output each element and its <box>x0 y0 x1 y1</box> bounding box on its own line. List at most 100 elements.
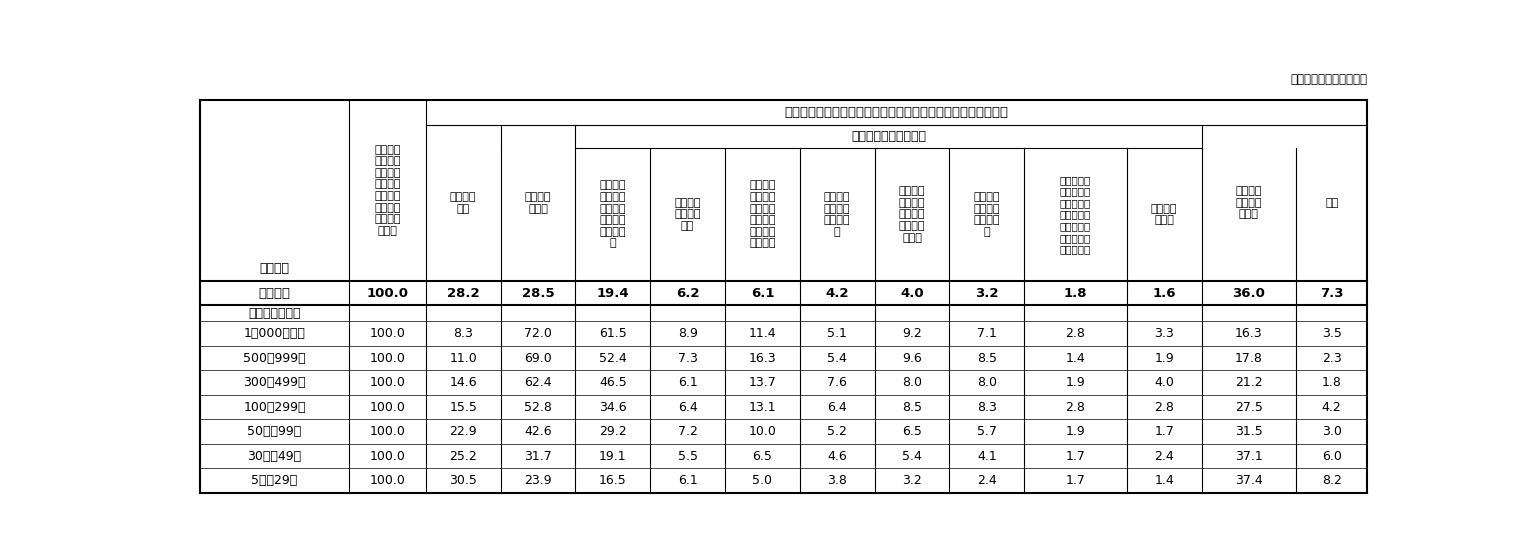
Text: 9.6: 9.6 <box>903 352 922 364</box>
Text: 6.5: 6.5 <box>903 425 922 438</box>
Text: 3.0: 3.0 <box>1321 425 1341 438</box>
Text: 30～　49人: 30～ 49人 <box>248 449 301 463</box>
Text: 100～299人: 100～299人 <box>244 401 306 414</box>
Text: 11.0: 11.0 <box>449 352 476 364</box>
Text: 5.1: 5.1 <box>828 327 848 340</box>
Text: 13.7: 13.7 <box>749 376 776 389</box>
Text: 8.3: 8.3 <box>454 327 473 340</box>
Text: 8.3: 8.3 <box>977 401 997 414</box>
Text: 34.6: 34.6 <box>600 401 627 414</box>
Text: 1.9: 1.9 <box>1065 376 1085 389</box>
Text: 22.9: 22.9 <box>449 425 476 438</box>
Text: 100.0: 100.0 <box>370 449 405 463</box>
Text: 5.4: 5.4 <box>828 352 848 364</box>
Text: 28.2: 28.2 <box>447 287 479 300</box>
Text: 100.0: 100.0 <box>370 474 405 487</box>
Text: 見直しを
行った: 見直しを 行った <box>525 192 551 214</box>
Text: 5～　29人: 5～ 29人 <box>251 474 298 487</box>
Text: 正社員の
待遇の見
直し: 正社員の 待遇の見 直し <box>674 198 700 231</box>
Text: 52.8: 52.8 <box>524 401 552 414</box>
Text: 7.6: 7.6 <box>828 376 848 389</box>
Text: 11.4: 11.4 <box>749 327 776 340</box>
Text: 4.0: 4.0 <box>900 287 924 300</box>
Text: 31.5: 31.5 <box>1234 425 1263 438</box>
Text: 1.8: 1.8 <box>1064 287 1087 300</box>
Text: 「不合理な待遇差の禁止」の規定に対応するための見直し状況: 「不合理な待遇差の禁止」の規定に対応するための見直し状況 <box>785 106 1009 119</box>
Text: 31.7: 31.7 <box>524 449 552 463</box>
Text: 15.5: 15.5 <box>449 401 476 414</box>
Text: 19.1: 19.1 <box>600 449 627 463</box>
Text: 5.5: 5.5 <box>677 449 697 463</box>
Text: 500～999人: 500～999人 <box>244 352 306 364</box>
Text: 4.6: 4.6 <box>828 449 848 463</box>
Text: 16.3: 16.3 <box>749 352 776 364</box>
Text: 1.7: 1.7 <box>1065 449 1085 463</box>
Text: 62.4: 62.4 <box>524 376 552 389</box>
Text: 2.8: 2.8 <box>1065 327 1085 340</box>
Text: 1.9: 1.9 <box>1065 425 1085 438</box>
Text: 5.4: 5.4 <box>903 449 922 463</box>
Text: 37.4: 37.4 <box>1234 474 1263 487</box>
Text: 100.0: 100.0 <box>367 287 408 300</box>
Text: 4.2: 4.2 <box>1321 401 1341 414</box>
Text: 6.1: 6.1 <box>677 376 697 389</box>
Text: パートタイ
ム・有期雇
用労働者の
活用を縮小
（外注化、
機械化、自
動化など）: パートタイ ム・有期雇 用労働者の 活用を縮小 （外注化、 機械化、自 動化など… <box>1059 175 1091 254</box>
Text: 8.5: 8.5 <box>977 352 997 364</box>
Text: 2.4: 2.4 <box>1154 449 1173 463</box>
Text: 6.1: 6.1 <box>750 287 775 300</box>
Text: 5.0: 5.0 <box>752 474 773 487</box>
Text: 50～　99人: 50～ 99人 <box>248 425 301 438</box>
Text: パートタ
イム・有
期雇用労
働者の待
遇の見直
し: パートタ イム・有 期雇用労 働者の待 遇の見直 し <box>600 180 626 248</box>
Text: 不明: 不明 <box>1326 198 1338 208</box>
Text: 1，000人以上: 1，000人以上 <box>244 327 306 340</box>
Text: 13.1: 13.1 <box>749 401 776 414</box>
Text: 正社員の
職務内容
等の見直
し: 正社員の 職務内容 等の見直 し <box>823 192 851 237</box>
Text: 6.0: 6.0 <box>1321 449 1341 463</box>
Text: パートタ
イム・有
期雇用労
働者の職
務内容等
の見直し: パートタ イム・有 期雇用労 働者の職 務内容等 の見直し <box>749 180 776 248</box>
Text: パートタ
イム・有
期雇用労
働者の正
社員化: パートタ イム・有 期雇用労 働者の正 社員化 <box>900 186 925 243</box>
Text: 8.2: 8.2 <box>1321 474 1341 487</box>
Text: 3.8: 3.8 <box>828 474 848 487</box>
Text: 1.4: 1.4 <box>1065 352 1085 364</box>
Text: 61.5: 61.5 <box>600 327 627 340</box>
Text: 14.6: 14.6 <box>449 376 476 389</box>
Text: 19.4: 19.4 <box>597 287 629 300</box>
Text: 72.0: 72.0 <box>524 327 552 340</box>
Text: 1.7: 1.7 <box>1154 425 1173 438</box>
Text: 8.0: 8.0 <box>977 376 997 389</box>
Text: 7.3: 7.3 <box>677 352 697 364</box>
Text: 1.7: 1.7 <box>1065 474 1085 487</box>
Text: 3.2: 3.2 <box>903 474 922 487</box>
Text: 100.0: 100.0 <box>370 425 405 438</box>
Text: 16.3: 16.3 <box>1234 327 1263 340</box>
Text: 46.5: 46.5 <box>600 376 627 389</box>
Text: 300～499人: 300～499人 <box>244 376 306 389</box>
Text: 1.8: 1.8 <box>1321 376 1341 389</box>
Text: 企業規模: 企業規模 <box>259 262 289 275</box>
Text: 100.0: 100.0 <box>370 352 405 364</box>
Text: 企　業　規　模: 企 業 規 模 <box>248 307 301 320</box>
Text: 2.3: 2.3 <box>1321 352 1341 364</box>
Text: 7.3: 7.3 <box>1320 287 1344 300</box>
Text: その他の
見直し: その他の 見直し <box>1151 204 1178 225</box>
Text: 8.5: 8.5 <box>903 401 922 414</box>
Text: 2.8: 2.8 <box>1065 401 1085 414</box>
Text: 6.4: 6.4 <box>677 401 697 414</box>
Text: 9.2: 9.2 <box>903 327 922 340</box>
Text: 3.2: 3.2 <box>976 287 998 300</box>
Text: 29.2: 29.2 <box>600 425 627 438</box>
Text: 42.6: 42.6 <box>524 425 552 438</box>
Text: 37.1: 37.1 <box>1234 449 1263 463</box>
Text: 1.9: 1.9 <box>1154 352 1173 364</box>
Text: 見直しは
特にして
いない: 見直しは 特にして いない <box>1236 186 1262 220</box>
Text: 17.8: 17.8 <box>1234 352 1263 364</box>
Text: 3.3: 3.3 <box>1154 327 1173 340</box>
Text: 3.5: 3.5 <box>1321 327 1341 340</box>
Text: 4.1: 4.1 <box>977 449 997 463</box>
Text: 10.0: 10.0 <box>749 425 776 438</box>
Text: 5.2: 5.2 <box>828 425 848 438</box>
Text: 6.2: 6.2 <box>676 287 699 300</box>
Text: 8.0: 8.0 <box>903 376 922 389</box>
Text: 1.6: 1.6 <box>1152 287 1177 300</box>
Text: 23.9: 23.9 <box>524 474 552 487</box>
